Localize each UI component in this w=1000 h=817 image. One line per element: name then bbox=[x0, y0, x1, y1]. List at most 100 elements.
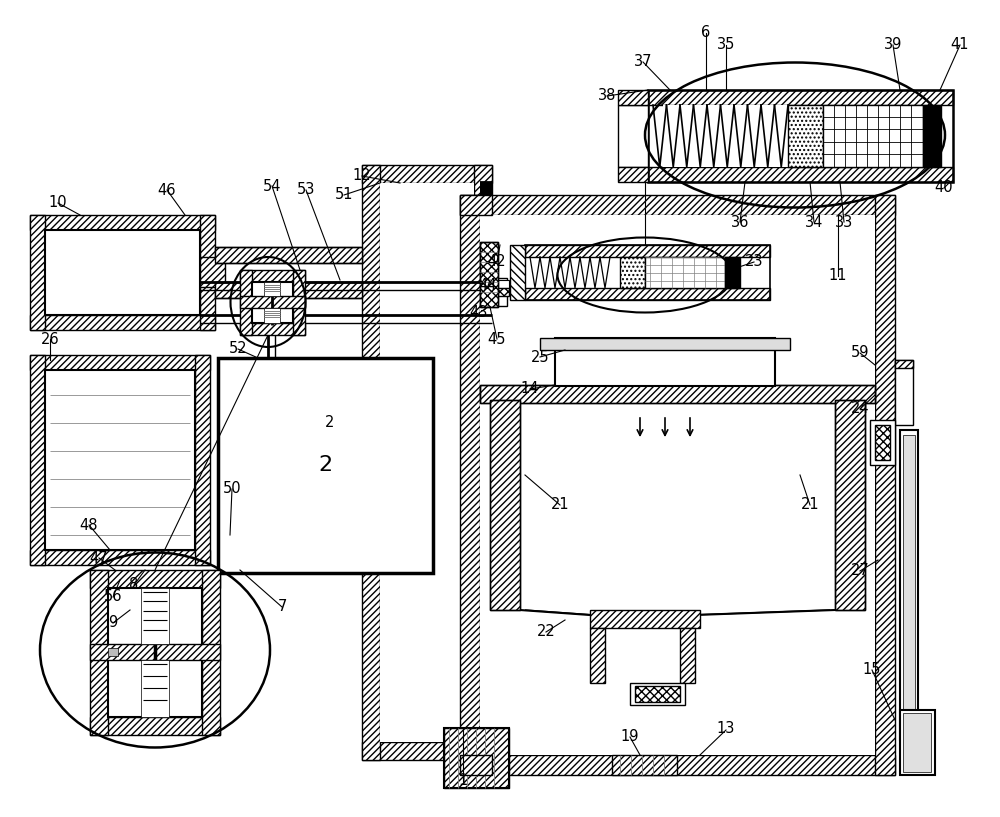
Text: 23: 23 bbox=[745, 254, 763, 269]
Bar bbox=[141, 660, 169, 717]
Bar bbox=[788, 105, 823, 167]
Bar bbox=[200, 257, 225, 287]
Bar bbox=[362, 165, 492, 760]
Bar bbox=[30, 315, 215, 330]
Text: 41: 41 bbox=[951, 38, 969, 52]
Bar bbox=[497, 280, 509, 288]
Text: 54: 54 bbox=[263, 179, 281, 194]
Text: 14: 14 bbox=[521, 382, 539, 396]
Bar bbox=[240, 323, 305, 335]
Text: 45: 45 bbox=[488, 332, 506, 346]
Bar bbox=[90, 717, 220, 735]
Text: 22: 22 bbox=[537, 624, 555, 639]
Bar bbox=[240, 296, 305, 308]
Bar bbox=[900, 710, 935, 775]
Bar bbox=[460, 755, 492, 775]
Bar bbox=[900, 430, 918, 740]
Bar bbox=[612, 755, 677, 775]
Text: 24: 24 bbox=[851, 401, 869, 416]
Bar bbox=[480, 385, 875, 403]
Text: 6: 6 bbox=[701, 25, 711, 40]
Text: 1: 1 bbox=[458, 773, 468, 788]
Text: 48: 48 bbox=[80, 518, 98, 533]
Text: 42: 42 bbox=[488, 254, 506, 269]
Bar bbox=[444, 728, 509, 788]
Bar bbox=[680, 628, 695, 683]
Bar bbox=[45, 230, 200, 315]
Bar bbox=[480, 242, 498, 307]
Bar bbox=[362, 165, 492, 183]
Bar bbox=[525, 245, 770, 300]
Bar bbox=[480, 242, 498, 307]
Bar bbox=[252, 282, 293, 323]
Bar bbox=[293, 270, 305, 335]
Text: 7: 7 bbox=[277, 599, 287, 614]
Bar bbox=[460, 755, 895, 775]
Text: 43: 43 bbox=[470, 306, 488, 320]
Bar bbox=[90, 644, 220, 660]
Text: 39: 39 bbox=[884, 38, 902, 52]
Bar bbox=[875, 425, 890, 460]
Text: 35: 35 bbox=[717, 38, 735, 52]
Bar bbox=[540, 338, 790, 350]
Text: 38: 38 bbox=[598, 88, 616, 103]
Bar bbox=[835, 400, 865, 610]
Text: 59: 59 bbox=[851, 346, 869, 360]
Text: 8: 8 bbox=[129, 577, 139, 592]
Text: 46: 46 bbox=[158, 183, 176, 198]
Text: 11: 11 bbox=[829, 268, 847, 283]
Bar bbox=[218, 358, 433, 573]
Bar bbox=[725, 257, 740, 288]
Text: 34: 34 bbox=[805, 215, 823, 230]
Bar bbox=[480, 385, 875, 403]
Bar bbox=[195, 355, 210, 565]
Text: 36: 36 bbox=[731, 215, 749, 230]
Bar bbox=[30, 355, 45, 565]
Bar bbox=[590, 610, 700, 628]
Bar bbox=[240, 270, 305, 282]
Bar bbox=[487, 278, 507, 306]
Text: 53: 53 bbox=[297, 182, 315, 197]
Bar bbox=[497, 288, 509, 296]
Bar bbox=[903, 713, 931, 772]
Bar bbox=[823, 105, 923, 167]
Text: 52: 52 bbox=[229, 342, 247, 356]
Bar bbox=[923, 105, 941, 167]
Bar bbox=[200, 215, 215, 330]
Bar bbox=[460, 195, 895, 215]
Text: 40: 40 bbox=[935, 181, 953, 195]
Text: 19: 19 bbox=[621, 730, 639, 744]
Text: 2: 2 bbox=[318, 455, 332, 475]
Bar bbox=[480, 215, 875, 755]
Bar bbox=[487, 278, 495, 306]
Text: 33: 33 bbox=[835, 215, 853, 230]
Bar bbox=[895, 360, 913, 368]
Text: 50: 50 bbox=[223, 481, 241, 496]
Bar bbox=[645, 257, 725, 288]
Bar bbox=[215, 282, 362, 298]
Bar bbox=[618, 105, 648, 167]
Bar bbox=[630, 683, 685, 705]
Text: 25: 25 bbox=[531, 350, 549, 364]
Bar bbox=[648, 90, 953, 182]
Text: 10: 10 bbox=[49, 195, 67, 210]
Text: 9: 9 bbox=[108, 615, 118, 630]
Bar bbox=[362, 165, 380, 760]
Bar bbox=[108, 588, 202, 717]
Text: 15: 15 bbox=[863, 663, 881, 677]
Text: 12: 12 bbox=[353, 168, 371, 183]
Text: 44: 44 bbox=[479, 279, 497, 293]
Text: 37: 37 bbox=[634, 54, 652, 69]
Bar bbox=[875, 195, 895, 775]
Bar bbox=[30, 215, 215, 230]
Text: 47: 47 bbox=[90, 551, 108, 565]
Bar bbox=[90, 570, 108, 735]
Bar bbox=[30, 355, 210, 370]
Bar bbox=[525, 245, 770, 257]
Bar bbox=[835, 400, 865, 610]
Bar bbox=[555, 338, 775, 386]
Bar bbox=[460, 195, 492, 215]
Text: 21: 21 bbox=[551, 498, 569, 512]
Bar bbox=[870, 420, 895, 465]
Bar bbox=[362, 742, 492, 760]
